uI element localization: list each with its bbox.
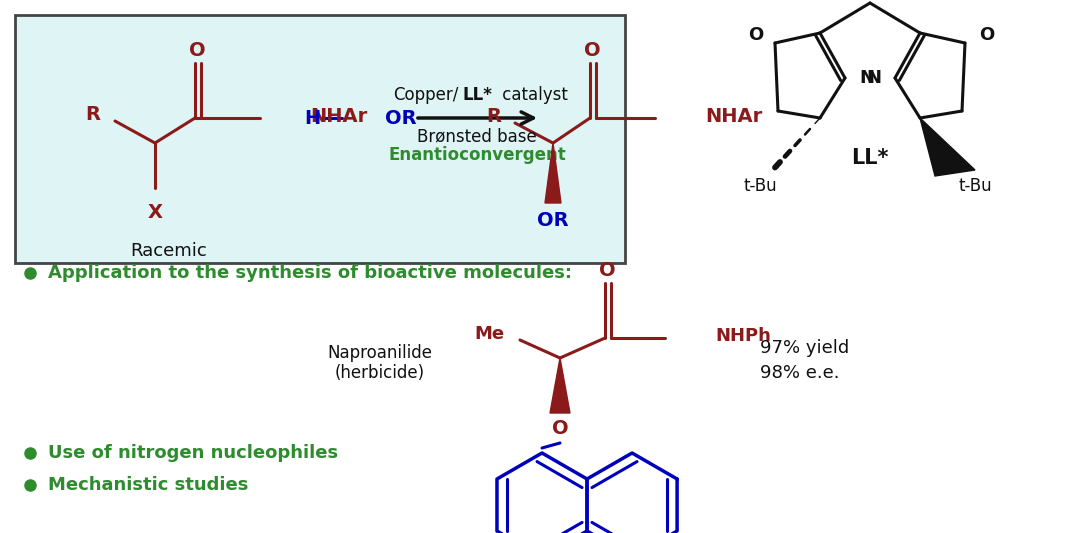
Text: OR: OR bbox=[537, 212, 569, 230]
FancyBboxPatch shape bbox=[15, 15, 625, 263]
Text: Racemic: Racemic bbox=[129, 242, 207, 260]
Text: catalyst: catalyst bbox=[496, 86, 568, 104]
Text: R: R bbox=[85, 106, 100, 125]
Text: Copper/: Copper/ bbox=[394, 86, 459, 104]
Text: NHAr: NHAr bbox=[310, 107, 367, 125]
Text: O: O bbox=[748, 26, 763, 44]
Text: Application to the synthesis of bioactive molecules:: Application to the synthesis of bioactiv… bbox=[48, 264, 572, 282]
Text: Naproanilide: Naproanilide bbox=[327, 344, 432, 362]
Text: t-Bu: t-Bu bbox=[744, 177, 777, 195]
Text: X: X bbox=[148, 203, 163, 222]
Text: R: R bbox=[486, 108, 501, 126]
Text: Me: Me bbox=[474, 325, 504, 343]
Text: O: O bbox=[599, 261, 615, 279]
Text: Enantioconvergent: Enantioconvergent bbox=[388, 146, 566, 164]
Text: t-Bu: t-Bu bbox=[959, 177, 992, 195]
Polygon shape bbox=[545, 143, 561, 203]
Polygon shape bbox=[550, 358, 570, 413]
Text: O: O bbox=[584, 41, 600, 60]
Text: O: O bbox=[188, 41, 205, 60]
Text: Mechanistic studies: Mechanistic studies bbox=[48, 476, 248, 494]
Text: O: O bbox=[979, 26, 994, 44]
Text: LL*: LL* bbox=[462, 86, 492, 104]
Text: NHAr: NHAr bbox=[705, 107, 762, 125]
Text: (herbicide): (herbicide) bbox=[335, 364, 425, 382]
Text: N: N bbox=[866, 69, 881, 87]
Text: 98% e.e.: 98% e.e. bbox=[760, 364, 840, 382]
Text: LL*: LL* bbox=[852, 148, 889, 168]
Text: OR: OR bbox=[385, 109, 416, 127]
Text: NHPh: NHPh bbox=[715, 327, 770, 345]
Text: 97% yield: 97% yield bbox=[760, 339, 850, 357]
Text: Brønsted base: Brønsted base bbox=[417, 127, 537, 145]
Text: N: N bbox=[859, 69, 874, 87]
Polygon shape bbox=[920, 118, 975, 176]
Text: O: O bbox=[552, 418, 568, 438]
Text: H: H bbox=[304, 109, 320, 127]
Text: Use of nitrogen nucleophiles: Use of nitrogen nucleophiles bbox=[48, 444, 338, 462]
